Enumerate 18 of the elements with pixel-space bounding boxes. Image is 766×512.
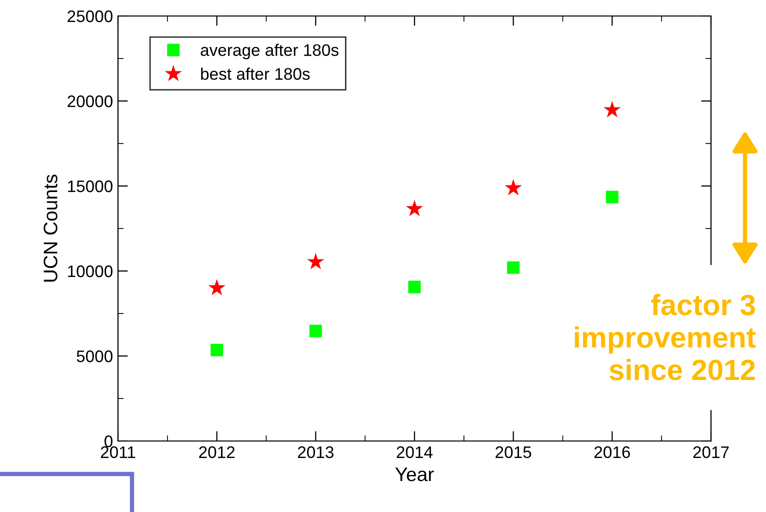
x-tick-label: 2015 xyxy=(496,446,532,458)
x-tick-label: 2013 xyxy=(298,446,334,458)
x-tick-label: 2014 xyxy=(396,446,433,458)
x-axis-title: Year xyxy=(395,468,434,482)
y-tick-label: 15000 xyxy=(68,180,112,192)
y-tick-label: 10000 xyxy=(68,265,112,278)
x-tick-label: 2012 xyxy=(199,446,235,458)
y-axis-title: UCN Counts xyxy=(44,174,58,282)
legend-label: best after 180s xyxy=(201,68,310,80)
y-tick-label: 0 xyxy=(104,435,112,448)
y-tick-label: 25000 xyxy=(68,10,112,22)
x-tick-label: 2017 xyxy=(693,446,729,458)
annotation: factor 3 improvement since 2012 xyxy=(574,294,756,380)
y-tick-label: 5000 xyxy=(76,350,112,362)
legend-label: average after 180s xyxy=(200,44,338,60)
y-tick-label: 20000 xyxy=(68,95,112,108)
x-tick-label: 2016 xyxy=(594,446,630,458)
x-tick-label: 2011 xyxy=(100,446,136,458)
